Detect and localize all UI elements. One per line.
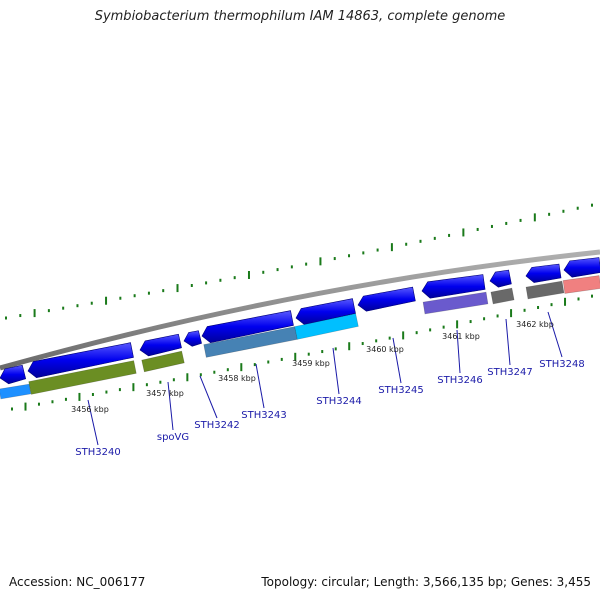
gene-feature-band xyxy=(490,287,515,305)
gene-label: STH3243 xyxy=(241,410,286,421)
gene-feature-band xyxy=(0,383,32,400)
map-title: Symbiobacterium thermophilum IAM 14863, … xyxy=(94,9,506,24)
gene-feature-band xyxy=(28,360,137,395)
cds-arrow xyxy=(421,274,486,299)
genome-summary: Topology: circular; Length: 3,566,135 bp… xyxy=(261,575,591,589)
kbp-ruler: 3456 kbp 3457 kbp 3458 kbp 3459 kbp 3460 kbp… xyxy=(71,320,554,414)
accession-label: Accession: NC_006177 xyxy=(9,575,146,589)
cds-arrows xyxy=(0,257,600,385)
gene-label: spoVG xyxy=(157,432,189,443)
gene-callout-line xyxy=(199,375,218,419)
cds-arrow xyxy=(183,330,202,347)
gene-feature-band xyxy=(525,280,565,300)
gene-callout-line xyxy=(505,318,511,366)
gene-callout-line xyxy=(456,329,461,374)
cds-arrow xyxy=(201,310,294,344)
gene-label: STH3247 xyxy=(487,367,532,378)
gene-label: STH3245 xyxy=(378,385,423,396)
gene-label: STH3248 xyxy=(539,359,584,370)
gene-callout-line xyxy=(392,337,402,384)
kbp-tick-label: 3461 kbp xyxy=(442,332,480,341)
gene-features xyxy=(0,275,600,400)
gene-label: STH3240 xyxy=(75,447,120,458)
genome-backbone xyxy=(0,249,600,371)
cds-arrow xyxy=(27,342,134,379)
gene-callout-line xyxy=(255,363,265,409)
cds-arrow xyxy=(489,269,512,288)
cds-arrow xyxy=(357,286,416,312)
kbp-tick-label: 3458 kbp xyxy=(218,374,256,383)
kbp-tick-label: 3456 kbp xyxy=(71,405,109,414)
cds-arrow xyxy=(139,333,182,357)
gene-callout-line xyxy=(167,381,174,431)
gene-feature-band xyxy=(562,275,600,294)
gc-skew-inner-ticks xyxy=(11,294,593,411)
gene-label: STH3246 xyxy=(437,375,482,386)
cds-arrow xyxy=(295,298,356,325)
cds-arrow xyxy=(525,263,562,283)
gene-callout-line xyxy=(332,347,340,395)
cds-arrow xyxy=(0,364,27,385)
gene-callout-line xyxy=(547,311,563,358)
cds-arrow xyxy=(563,257,600,278)
gc-skew-outer-ticks xyxy=(5,203,593,320)
backbone-line xyxy=(0,249,600,371)
kbp-tick-label: 3460 kbp xyxy=(366,345,404,354)
kbp-tick-label: 3459 kbp xyxy=(292,359,330,368)
kbp-tick-label: 3462 kbp xyxy=(516,320,554,329)
kbp-tick-label: 3457 kbp xyxy=(146,389,184,398)
gene-feature-band xyxy=(422,291,489,315)
gene-feature-band xyxy=(141,350,185,373)
gene-feature-band xyxy=(294,313,359,340)
gene-label: STH3244 xyxy=(316,396,361,407)
gene-callout-line xyxy=(87,399,99,446)
gene-label: STH3242 xyxy=(194,420,239,431)
